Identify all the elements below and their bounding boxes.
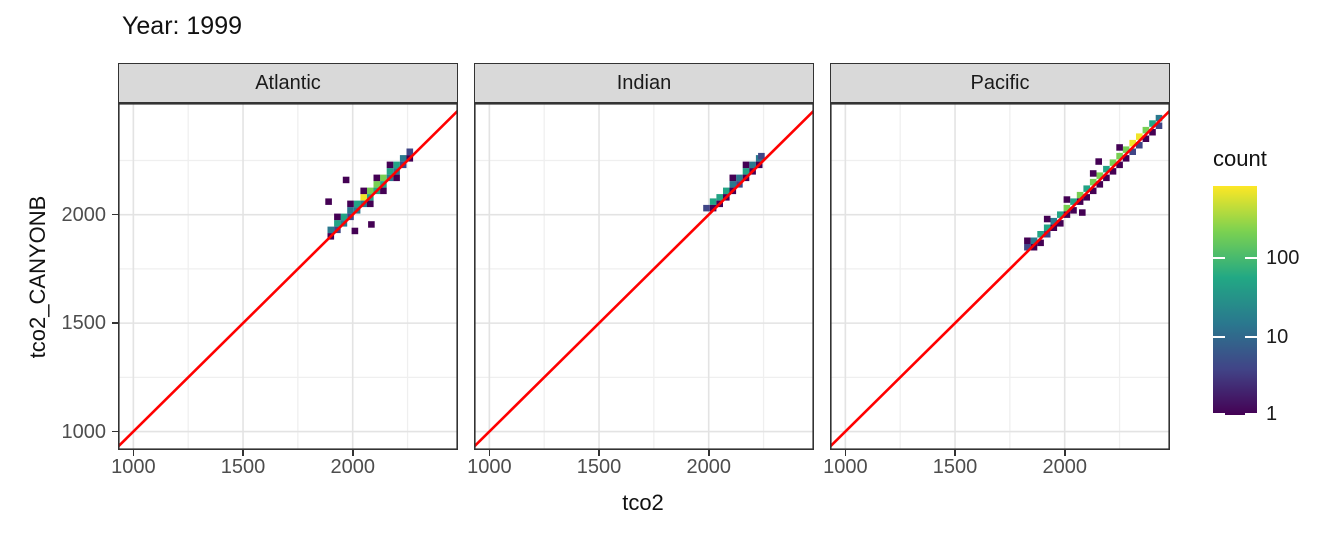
x-axis-tick xyxy=(1063,450,1066,456)
panel-border xyxy=(118,103,458,450)
legend-tick xyxy=(1213,257,1225,260)
facet-strip-pacific: Pacific xyxy=(830,63,1170,103)
x-tick-label: 2000 xyxy=(1042,456,1087,478)
legend-tick xyxy=(1245,257,1257,260)
x-axis-tick xyxy=(488,450,491,456)
gridlines xyxy=(830,103,1170,450)
x-tick-label: 2000 xyxy=(330,456,375,478)
legend-tick xyxy=(1245,413,1257,415)
x-axis-tick xyxy=(132,450,135,456)
legend-tick xyxy=(1245,336,1257,339)
x-axis-tick xyxy=(598,450,600,456)
identity-line xyxy=(829,109,1171,448)
y-tick-label: 1000 xyxy=(61,420,107,443)
legend-colorbar xyxy=(1213,186,1257,415)
identity-line xyxy=(117,109,459,448)
x-tick-label: 1000 xyxy=(111,456,156,478)
x-tick-label: 1000 xyxy=(823,456,868,478)
identity-line xyxy=(473,109,815,448)
facet-strip-indian: Indian xyxy=(474,63,814,103)
count-bins xyxy=(325,148,414,240)
x-axis-tick xyxy=(844,450,847,456)
legend-title: count xyxy=(1213,146,1267,171)
y-axis-tick xyxy=(112,430,118,433)
x-tick-label: 1500 xyxy=(220,456,266,478)
y-axis-tick xyxy=(112,213,118,216)
legend-tick-label: 1 xyxy=(1266,403,1278,425)
facet-strip-label: Atlantic xyxy=(255,71,321,94)
panel-border xyxy=(830,103,1170,450)
panel-pacific xyxy=(829,103,1171,450)
legend-tick-label: 100 xyxy=(1266,247,1300,270)
y-tick-label: 2000 xyxy=(61,203,107,226)
x-axis-tick xyxy=(954,450,956,456)
legend-tick-label: 10 xyxy=(1266,326,1289,349)
legend-tick xyxy=(1213,336,1225,339)
x-tick-label: 2000 xyxy=(686,456,731,478)
x-axis-tick xyxy=(242,450,244,456)
facet-strip-label: Pacific xyxy=(970,71,1030,94)
panel-atlantic xyxy=(117,103,459,450)
x-axis-tick xyxy=(707,450,710,456)
plot-title: Year: 1999 xyxy=(122,12,243,40)
x-axis-title: tco2 xyxy=(622,490,664,515)
y-tick-label: 1500 xyxy=(61,312,107,335)
facet-strip-label: Indian xyxy=(616,71,672,94)
x-axis-tick xyxy=(351,450,354,456)
x-tick-label: 1500 xyxy=(932,456,978,478)
legend-tick xyxy=(1213,413,1225,415)
x-tick-label: 1500 xyxy=(576,456,622,478)
x-tick-label: 1000 xyxy=(467,456,512,478)
facet-strip-atlantic: Atlantic xyxy=(118,63,458,103)
panel-border xyxy=(474,103,814,450)
count-bins xyxy=(703,152,765,212)
y-axis-tick xyxy=(112,322,118,324)
panel-indian xyxy=(473,103,815,450)
count-bins xyxy=(1024,114,1163,251)
